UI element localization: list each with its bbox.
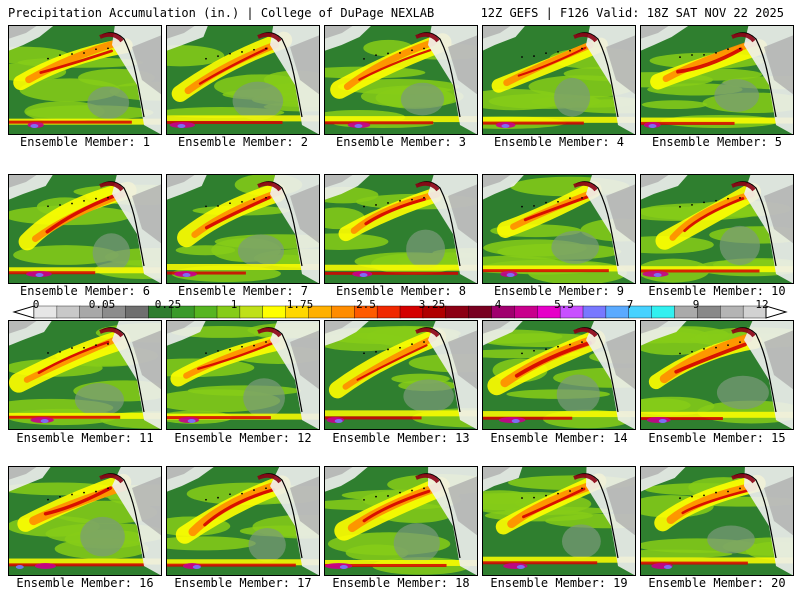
- colorbar-tick-label: 7: [626, 298, 634, 311]
- precip-map: [482, 320, 636, 430]
- ensemble-member-label: Ensemble Member: 3: [335, 135, 467, 149]
- header: Precipitation Accumulation (in.) | Colle…: [0, 0, 800, 24]
- colorbar-tick-label: 0.25: [154, 298, 182, 311]
- map-frame: [8, 25, 162, 135]
- ensemble-member-label: Ensemble Member: 20: [648, 576, 786, 590]
- ensemble-member-map-panel: [482, 174, 636, 284]
- colorbar-labels: 0 0.05 0.25 1 1.75 2.5 3.25 4 5.5 7 9 12: [0, 298, 800, 311]
- colorbar-tick-label: 2.5: [356, 298, 376, 311]
- map-frame: [640, 466, 794, 576]
- precip-map: [8, 466, 162, 576]
- map-frame: [482, 320, 636, 430]
- ensemble-member-label: Ensemble Member: 19: [490, 576, 628, 590]
- colorbar-tick-label: 9: [692, 298, 700, 311]
- map-frame: [166, 466, 320, 576]
- ensemble-member-map-panel: [640, 174, 794, 284]
- precip-map: [166, 25, 320, 135]
- map-frame: [482, 174, 636, 284]
- precip-map: [640, 174, 794, 284]
- colorbar-tick-label: 3.25: [418, 298, 446, 311]
- precip-map: [324, 25, 478, 135]
- ensemble-member-map-panel: [166, 466, 320, 576]
- ensemble-member-label: Ensemble Member: 12: [174, 431, 312, 445]
- map-frame: [482, 466, 636, 576]
- colorbar-right-arrow: [765, 305, 788, 319]
- precip-map: [324, 174, 478, 284]
- precip-map: [324, 320, 478, 430]
- precip-map: [8, 25, 162, 135]
- colorbar-tick-label: 1: [230, 298, 238, 311]
- map-frame: [640, 25, 794, 135]
- precip-map: [482, 25, 636, 135]
- map-frame: [8, 466, 162, 576]
- precip-map: [8, 320, 162, 430]
- ensemble-member-label: Ensemble Member: 10: [648, 284, 786, 298]
- precip-map: [8, 174, 162, 284]
- map-frame: [324, 320, 478, 430]
- colorbar-tick-label: 1.75: [286, 298, 314, 311]
- precip-map: [482, 466, 636, 576]
- ensemble-member-map-panel: [166, 320, 320, 430]
- ensemble-member-map-panel: [8, 174, 162, 284]
- precip-map: [640, 25, 794, 135]
- ensemble-member-map-panel: [8, 320, 162, 430]
- ensemble-member-label: Ensemble Member: 4: [493, 135, 625, 149]
- map-frame: [166, 25, 320, 135]
- precip-map: [166, 320, 320, 430]
- map-frame: [166, 174, 320, 284]
- colorbar-tick-label: 12: [755, 298, 769, 311]
- ensemble-member-label: Ensemble Member: 18: [332, 576, 470, 590]
- map-frame: [324, 174, 478, 284]
- ensemble-member-label: Ensemble Member: 1: [19, 135, 151, 149]
- ensemble-member-map-panel: [166, 25, 320, 135]
- map-frame: [482, 25, 636, 135]
- ensemble-member-label: Ensemble Member: 14: [490, 431, 628, 445]
- map-frame: [640, 174, 794, 284]
- ensemble-member-label: Ensemble Member: 7: [177, 284, 309, 298]
- ensemble-member-map-panel: [8, 466, 162, 576]
- ensemble-member-map-panel: [640, 466, 794, 576]
- ensemble-member-map-panel: [8, 25, 162, 135]
- ensemble-member-label: Ensemble Member: 6: [19, 284, 151, 298]
- map-frame: [640, 320, 794, 430]
- colorbar-tick-label: 5.5: [554, 298, 574, 311]
- product-title: Precipitation Accumulation (in.) | Colle…: [8, 6, 435, 20]
- ensemble-member-label: Ensemble Member: 15: [648, 431, 786, 445]
- ensemble-member-label: Ensemble Member: 11: [16, 431, 154, 445]
- ensemble-member-map-panel: [166, 174, 320, 284]
- ensemble-member-map-panel: [482, 320, 636, 430]
- colorbar-tick-label: 4: [494, 298, 502, 311]
- map-frame: [8, 320, 162, 430]
- ensemble-member-label: Ensemble Member: 17: [174, 576, 312, 590]
- ensemble-member-label: Ensemble Member: 2: [177, 135, 309, 149]
- ensemble-member-label: Ensemble Member: 13: [332, 431, 470, 445]
- colorbar-tick-label: 0: [32, 298, 40, 311]
- map-frame: [8, 174, 162, 284]
- ensemble-member-map-panel: [482, 25, 636, 135]
- colorbar: [12, 305, 788, 319]
- map-frame: [324, 25, 478, 135]
- colorbar-swatches: [33, 305, 767, 319]
- ensemble-member-map-panel: [324, 320, 478, 430]
- ensemble-member-map-panel: [640, 320, 794, 430]
- ensemble-member-label: Ensemble Member: 16: [16, 576, 154, 590]
- ensemble-member-label: Ensemble Member: 9: [493, 284, 625, 298]
- colorbar-tick-label: 0.05: [88, 298, 116, 311]
- precip-map: [324, 466, 478, 576]
- ensemble-member-map-panel: [324, 466, 478, 576]
- ensemble-member-map-panel: [640, 25, 794, 135]
- precip-map: [640, 320, 794, 430]
- ensemble-member-label: Ensemble Member: 5: [651, 135, 783, 149]
- map-frame: [166, 320, 320, 430]
- precip-map: [482, 174, 636, 284]
- run-valid-time: 12Z GEFS | F126 Valid: 18Z SAT NOV 22 20…: [480, 6, 784, 20]
- ensemble-member-map-panel: [324, 25, 478, 135]
- ensemble-member-map-panel: [324, 174, 478, 284]
- ensemble-member-map-panel: [482, 466, 636, 576]
- precip-map: [166, 466, 320, 576]
- ensemble-member-label: Ensemble Member: 8: [335, 284, 467, 298]
- precip-map: [640, 466, 794, 576]
- precip-map: [166, 174, 320, 284]
- map-frame: [324, 466, 478, 576]
